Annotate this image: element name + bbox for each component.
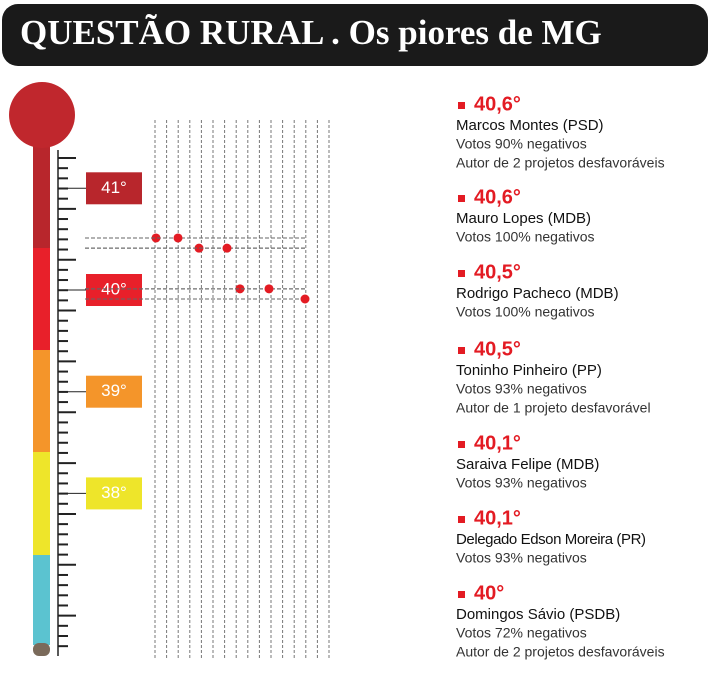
data-dot bbox=[173, 233, 183, 243]
entry-name: Rodrigo Pacheco (MDB) bbox=[456, 285, 619, 302]
entry-note: Autor de 1 projeto desfavorável bbox=[456, 400, 651, 416]
bulb bbox=[9, 82, 75, 148]
entry-note: Autor de 2 projetos desfavoráveis bbox=[456, 644, 665, 660]
data-dot bbox=[264, 284, 274, 294]
entry-note: Votos 90% negativos bbox=[456, 136, 587, 152]
tube-cyan bbox=[33, 555, 50, 645]
value-label: 40,6° bbox=[474, 186, 521, 208]
value-label: 40° bbox=[474, 582, 504, 604]
entry-note: Votos 93% negativos bbox=[456, 550, 587, 566]
data-dot bbox=[300, 294, 310, 304]
value-label: 40,1° bbox=[474, 432, 521, 454]
data-dot bbox=[235, 284, 245, 294]
y-tick-label: 41° bbox=[101, 178, 127, 197]
value-label: 40,6° bbox=[474, 93, 521, 115]
data-dot bbox=[151, 233, 161, 243]
bullet bbox=[458, 347, 465, 354]
bullet bbox=[458, 195, 465, 202]
entry-name: Marcos Montes (PSD) bbox=[456, 117, 604, 134]
y-tick-label: 40° bbox=[101, 279, 127, 298]
entry-note: Votos 100% negativos bbox=[456, 229, 595, 245]
chart-title: QUESTÃO RURAL . Os piores de MG bbox=[20, 13, 602, 52]
entry-note: Autor de 2 projetos desfavoráveis bbox=[456, 155, 665, 171]
bullet bbox=[458, 270, 465, 277]
entry-name: Toninho Pinheiro (PP) bbox=[456, 362, 602, 379]
tick-box bbox=[86, 477, 142, 510]
entry-name: Delegado Edson Moreira (PR) bbox=[456, 531, 646, 548]
tick-box bbox=[86, 274, 142, 306]
data-dot bbox=[222, 243, 232, 253]
entry-name: Mauro Lopes (MDB) bbox=[456, 210, 591, 227]
y-tick-label: 38° bbox=[101, 483, 127, 502]
value-label: 40,5° bbox=[474, 261, 521, 283]
entry-name: Domingos Sávio (PSDB) bbox=[456, 606, 620, 623]
title-bar bbox=[2, 4, 708, 66]
value-label: 40,1° bbox=[474, 507, 521, 529]
entry-note: Votos 72% negativos bbox=[456, 625, 587, 641]
entry-note: Votos 93% negativos bbox=[456, 381, 587, 397]
bullet bbox=[458, 102, 465, 109]
value-label: 40,5° bbox=[474, 338, 521, 360]
tube-darkred bbox=[33, 140, 50, 248]
tick-box bbox=[86, 375, 142, 408]
entry-note: Votos 93% negativos bbox=[456, 475, 587, 491]
entry-name: Saraiva Felipe (MDB) bbox=[456, 456, 599, 473]
tube-red bbox=[33, 245, 50, 350]
bullet bbox=[458, 441, 465, 448]
tube-cap bbox=[33, 643, 50, 656]
entry-note: Votos 100% negativos bbox=[456, 304, 595, 320]
tube-orange bbox=[33, 350, 50, 452]
tick-box bbox=[86, 172, 142, 205]
bullet bbox=[458, 591, 465, 598]
y-tick-label: 39° bbox=[101, 381, 127, 400]
bullet bbox=[458, 516, 465, 523]
tube-yellow bbox=[33, 452, 50, 555]
